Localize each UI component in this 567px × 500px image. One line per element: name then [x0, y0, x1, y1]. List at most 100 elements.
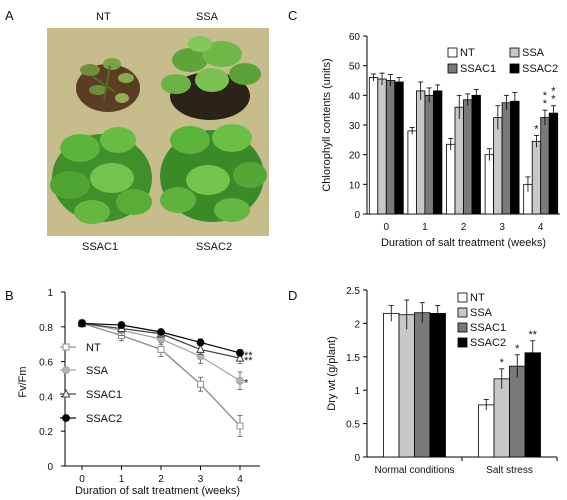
significance-mark: *: [500, 357, 505, 369]
significance-mark: **: [244, 350, 253, 362]
y-tick-label: 0: [354, 453, 360, 464]
bar: [540, 117, 550, 215]
legend-swatch: [457, 322, 468, 333]
bar: [463, 99, 473, 215]
y-tick-label: 0.2: [39, 427, 53, 438]
y-tick-label: 1.5: [346, 353, 360, 364]
y-axis-label: Dry wt (g/plant): [326, 336, 338, 411]
plant-ssa: [161, 36, 261, 120]
data-point: [117, 321, 126, 329]
bar: [531, 140, 542, 215]
bar: [429, 312, 446, 458]
significance-mark: *: [244, 378, 249, 390]
legend-swatch: [509, 47, 520, 58]
x-axis-label: Duration of salt treatment (weeks): [75, 485, 240, 497]
photo-label-ssac1: SSAC1: [82, 241, 118, 253]
x-tick-label: 0: [79, 474, 85, 485]
bar: [524, 352, 541, 458]
legend-label: NT: [86, 342, 101, 354]
y-tick-label: 30: [349, 121, 361, 132]
data-point: [157, 328, 165, 336]
legend-swatch: [457, 307, 468, 318]
bar: [415, 90, 426, 215]
bar: [454, 106, 464, 215]
legend-label: SSAC1: [470, 322, 506, 334]
legend-swatch: [457, 292, 468, 303]
photo-label-ssac2: SSAC2: [196, 241, 232, 253]
significance-mark: *: [534, 123, 539, 135]
bar: [377, 78, 387, 215]
y-tick-label: 20: [349, 151, 361, 162]
data-point: [196, 338, 205, 347]
bar: [509, 365, 526, 458]
significance-mark: *: [543, 98, 548, 110]
significance-mark: *: [543, 90, 548, 102]
significance-mark: *: [515, 343, 520, 355]
bar: [548, 112, 559, 215]
data-point: [236, 349, 244, 357]
legend-label: SSA: [470, 307, 493, 319]
bar: [414, 312, 431, 458]
legend-swatch: [447, 63, 458, 74]
x-tick-label: 4: [538, 222, 544, 233]
legend-marker: [62, 414, 70, 422]
y-tick-label: 0.8: [39, 323, 53, 334]
photo-label-ssa: SSA: [196, 11, 219, 23]
legend-label: SSAC1: [86, 389, 122, 401]
data-point: [196, 344, 205, 353]
bar: [478, 404, 495, 458]
y-tick-label: 1: [47, 288, 53, 299]
x-tick-label: 3: [198, 474, 204, 485]
data-point: [157, 345, 165, 353]
x-tick-label: 2: [158, 474, 164, 485]
data-point: [197, 380, 204, 388]
legend-label: SSAC2: [86, 413, 122, 425]
bar: [484, 154, 495, 215]
x-tick-label: 2: [461, 222, 467, 233]
bar: [446, 143, 456, 215]
y-tick-label: 0: [47, 462, 53, 473]
bar: [383, 312, 400, 458]
y-tick-label: 2.5: [346, 286, 360, 297]
y-axis-label: Fv/Fm: [17, 366, 29, 397]
y-axis-label: Chlorophyll contents (units): [321, 58, 333, 191]
panel-letter-c: C: [288, 8, 297, 23]
bar: [501, 102, 512, 215]
significance-mark: **: [528, 329, 537, 341]
legend-marker: [62, 366, 70, 374]
y-tick-label: 1: [354, 386, 360, 397]
panel-letter-b: B: [5, 288, 14, 303]
y-tick-label: 50: [349, 62, 361, 73]
data-point: [235, 353, 245, 362]
panel-letter-a: A: [5, 8, 14, 23]
data-point: [78, 319, 86, 328]
legend-swatch: [447, 47, 458, 58]
legend-swatch: [457, 337, 468, 348]
legend-label: SSA: [86, 365, 109, 377]
bar: [493, 378, 510, 458]
bar: [385, 80, 396, 215]
x-tick-label: Salt stress: [486, 465, 533, 476]
legend-label: NT: [470, 292, 485, 304]
legend-label: SSAC2: [470, 337, 506, 349]
y-tick-label: 60: [349, 32, 361, 43]
significance-mark: *: [551, 86, 556, 98]
legend-label: SSAC2: [522, 63, 558, 75]
plant-nt: [76, 58, 140, 112]
x-tick-label: 1: [422, 222, 428, 233]
dry-weight-chart: 0 0.5 1 1.5 2 2.5 Normal conditions Salt stress…: [326, 286, 558, 476]
bar: [394, 81, 404, 215]
bar: [471, 94, 481, 215]
x-tick-label: Normal conditions: [374, 465, 454, 476]
legend-label: SSAC1: [460, 63, 496, 75]
legend-marker: [62, 343, 70, 351]
data-point: [236, 422, 244, 430]
plant-photo-panel: NT SSA SSAC1 SSAC2: [47, 11, 269, 253]
plant-ssac2: [160, 124, 267, 222]
bar: [432, 90, 443, 215]
y-tick-label: 0.6: [39, 358, 53, 369]
plant-ssac1: [50, 127, 152, 224]
